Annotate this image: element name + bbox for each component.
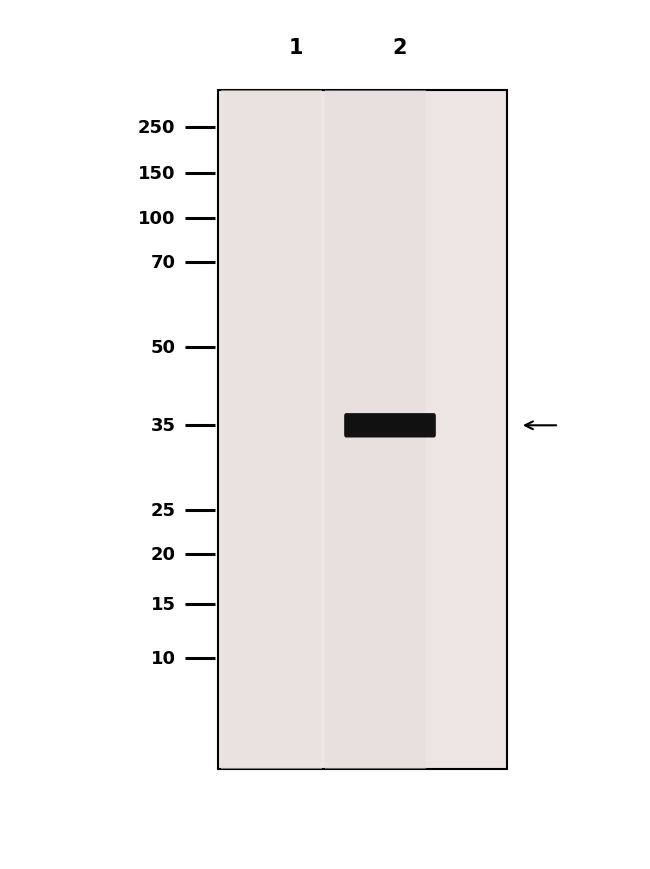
Text: 15: 15 <box>151 595 176 613</box>
Text: 50: 50 <box>151 339 176 356</box>
Text: 25: 25 <box>151 501 176 519</box>
Text: 10: 10 <box>151 650 176 667</box>
Text: 150: 150 <box>138 165 176 182</box>
Bar <box>218 91 507 769</box>
Text: 35: 35 <box>151 417 176 434</box>
Text: 20: 20 <box>151 546 176 563</box>
Text: 70: 70 <box>151 254 176 271</box>
Bar <box>325 91 426 769</box>
Text: 250: 250 <box>138 119 176 136</box>
Text: 1: 1 <box>289 38 303 57</box>
FancyBboxPatch shape <box>344 414 436 438</box>
Text: 2: 2 <box>393 38 407 57</box>
Text: 100: 100 <box>138 210 176 228</box>
Bar <box>221 91 322 769</box>
